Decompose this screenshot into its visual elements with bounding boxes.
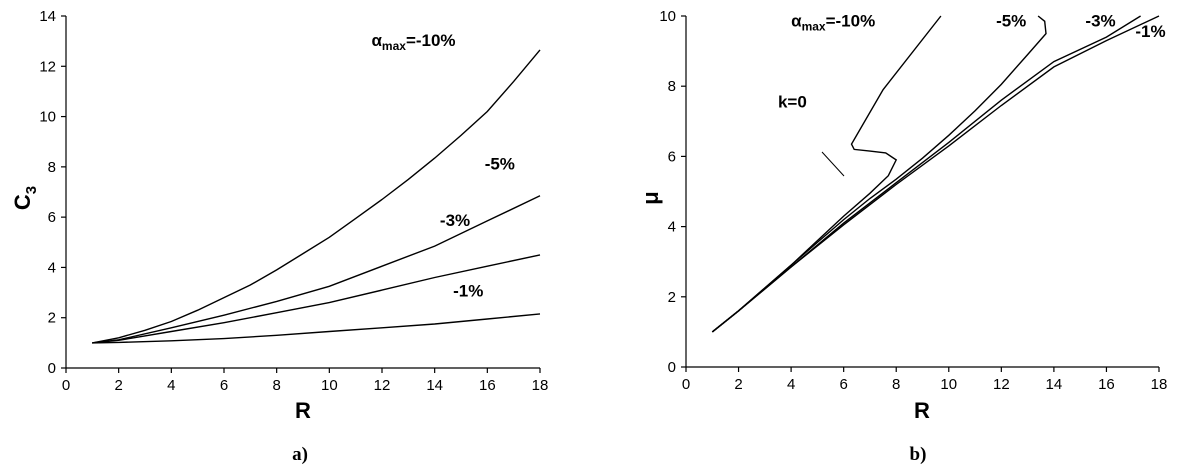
chart-b-curve-label-4: k=0 bbox=[778, 92, 807, 111]
chart-a-y-tick-label: 4 bbox=[48, 259, 56, 276]
chart-b-y-axis-title: μ bbox=[638, 191, 663, 204]
chart-b-y-tick-label: 2 bbox=[668, 289, 676, 306]
chart-a-curve-label-2: -3% bbox=[440, 211, 470, 230]
chart-a-caption: a) bbox=[292, 444, 308, 465]
chart-a-x-tick-label: 4 bbox=[167, 377, 175, 394]
chart-b-curve-label-alpha-sub: max bbox=[802, 20, 826, 34]
chart-b-series-line-1 bbox=[711, 15, 1047, 333]
chart-b-x-tick-label: 12 bbox=[993, 376, 1010, 393]
chart-b-series-line-3 bbox=[711, 15, 1160, 333]
chart-a-x-tick-label: 18 bbox=[532, 377, 549, 394]
chart-a-y-tick-label: 2 bbox=[48, 310, 56, 327]
chart-b-curve-label-value: =-10% bbox=[826, 12, 876, 31]
chart-a-plot-area bbox=[66, 16, 540, 368]
chart-b-x-axis-title: R bbox=[914, 398, 930, 423]
chart-a-axes: 0 2 4 6 8 10 12 14 16 18 0 2 4 6 8 10 12 14 bbox=[39, 8, 548, 394]
chart-a-y-axis-title: C3 bbox=[10, 186, 40, 210]
chart-a-x-tick-label: 14 bbox=[426, 377, 443, 394]
chart-a-curve-label-1: -5% bbox=[485, 154, 515, 173]
chart-a-y-axis-title-sub: 3 bbox=[23, 186, 40, 194]
chart-b-curve-labels: αmax=-10% -5% -3% -1% k=0 bbox=[778, 12, 1166, 112]
chart-a-series-line-3 bbox=[92, 313, 541, 344]
chart-b-y-tick-label: 4 bbox=[668, 219, 676, 236]
chart-b-x-tick-label: 8 bbox=[892, 376, 900, 393]
chart-a-x-tick-label: 10 bbox=[321, 377, 338, 394]
chart-b-series bbox=[711, 15, 1160, 333]
chart-b-curve-label-1: -5% bbox=[996, 12, 1026, 31]
chart-a-x-tick-label: 8 bbox=[272, 377, 280, 394]
chart-b-x-tick-label: 10 bbox=[940, 376, 957, 393]
chart-a-y-tick-label: 14 bbox=[39, 8, 56, 25]
chart-b-caption: b) bbox=[910, 444, 927, 465]
chart-a-x-tick-label: 12 bbox=[374, 377, 391, 394]
chart-a-curve-label-value: =-10% bbox=[406, 31, 456, 50]
chart-a-x-axis-title: R bbox=[295, 398, 311, 423]
chart-a-curve-labels: αmax=-10% -5% -3% -1% bbox=[371, 31, 514, 300]
chart-b-x-tick-label: 14 bbox=[1046, 376, 1063, 393]
chart-a-y-tick-label: 0 bbox=[48, 360, 56, 377]
chart-b-plot-area bbox=[686, 16, 1159, 367]
chart-a: 0 2 4 6 8 10 12 14 16 18 0 2 4 6 8 10 12 14 αmax=-10% -5% -… bbox=[10, 8, 548, 465]
chart-b-x-tick-label: 16 bbox=[1098, 376, 1115, 393]
chart-b-axes: 0 2 4 6 8 10 12 14 16 18 0 2 4 6 8 10 bbox=[659, 8, 1167, 393]
chart-b-y-tick-label: 6 bbox=[668, 148, 676, 165]
chart-a-x-tick-label: 0 bbox=[62, 377, 70, 394]
chart-b-y-tick-label: 0 bbox=[668, 359, 676, 376]
chart-a-curve-label-alpha-sub: max bbox=[382, 39, 406, 53]
chart-a-curve-label-alpha: α bbox=[371, 31, 382, 50]
chart-b-x-tick-label: 18 bbox=[1151, 376, 1168, 393]
chart-b-x-tick-label: 2 bbox=[734, 376, 742, 393]
chart-b-x-tick-label: 4 bbox=[787, 376, 795, 393]
chart-a-y-tick-label: 10 bbox=[39, 109, 56, 126]
chart-a-curve-label-0: αmax=-10% bbox=[371, 31, 455, 53]
chart-a-x-tick-label: 16 bbox=[479, 377, 496, 394]
k0-leader-line bbox=[821, 151, 845, 177]
chart-a-curve-label-3: -1% bbox=[453, 281, 483, 300]
chart-a-series-line-1 bbox=[92, 195, 541, 344]
chart-a-series bbox=[92, 49, 541, 344]
chart-b-y-tick-label: 10 bbox=[659, 8, 676, 25]
chart-b-curve-label-2: -3% bbox=[1085, 12, 1115, 31]
chart-b-x-tick-label: 0 bbox=[682, 376, 690, 393]
chart-a-series-line-2 bbox=[92, 254, 541, 344]
chart-b-x-tick-label: 6 bbox=[839, 376, 847, 393]
chart-b-curve-label-alpha: α bbox=[791, 12, 802, 31]
chart-b-curve-label-3: -1% bbox=[1135, 22, 1165, 41]
chart-b: 0 2 4 6 8 10 12 14 16 18 0 2 4 6 8 10 αmax=-10% -5% -3% -1… bbox=[638, 8, 1167, 465]
chart-a-y-tick-label: 6 bbox=[48, 209, 56, 226]
chart-a-x-tick-label: 6 bbox=[220, 377, 228, 394]
chart-b-curve-label-0: αmax=-10% bbox=[791, 12, 875, 34]
chart-a-series-line-0 bbox=[92, 49, 541, 344]
chart-a-y-axis-title-main: C bbox=[10, 194, 35, 210]
chart-a-y-tick-label: 12 bbox=[39, 58, 56, 75]
chart-a-x-tick-label: 2 bbox=[114, 377, 122, 394]
chart-b-y-tick-label: 8 bbox=[668, 78, 676, 95]
chart-a-y-tick-label: 8 bbox=[48, 159, 56, 176]
